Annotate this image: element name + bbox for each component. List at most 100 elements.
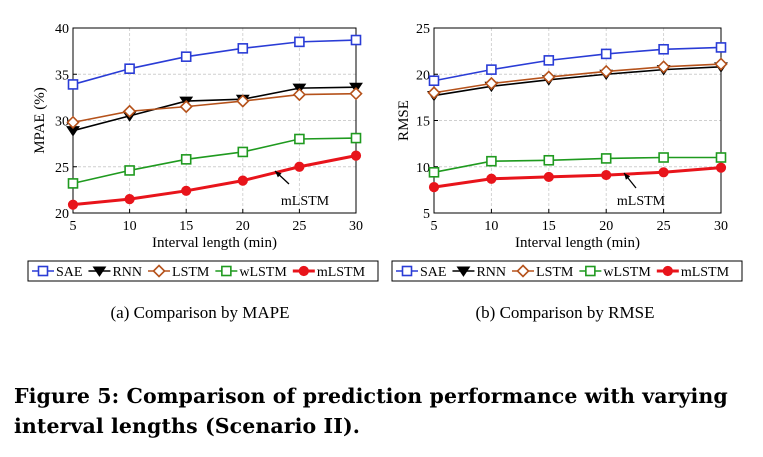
series-wlstm	[67, 132, 362, 189]
annotation-label: mLSTM	[617, 194, 666, 209]
annotation-label: mLSTM	[281, 194, 330, 209]
annotation-arrowhead	[275, 171, 282, 178]
data-point-sae	[180, 51, 192, 62]
series-line-rnn	[72, 86, 357, 132]
series-sae	[67, 34, 362, 90]
x-tick-label: 30	[349, 219, 363, 234]
y-tick-label: 25	[416, 22, 430, 37]
legend: SAE RNN LSTM wLSTM mLSTM	[27, 260, 379, 282]
data-point-mlstm	[124, 194, 135, 205]
legend-marker	[221, 265, 232, 277]
y-tick-label: 40	[55, 22, 69, 37]
x-tick-label: 5	[431, 219, 438, 234]
series-rnn	[66, 82, 363, 137]
legend-label: LSTM	[536, 265, 574, 280]
legend: SAE RNN LSTM wLSTM mLSTM	[391, 260, 743, 282]
data-point-sae	[67, 79, 79, 90]
legend-item-sae: SAE	[32, 265, 82, 280]
series-line-lstm	[72, 92, 357, 124]
series-line-mlstm	[433, 166, 722, 189]
legend-label: mLSTM	[317, 265, 366, 280]
x-axis-label: Interval length (min)	[152, 235, 277, 251]
chart-rmse: 5 10 15 20 25 30 5 10 15 20 25 Interval length (min…	[391, 22, 743, 322]
legend-label: wLSTM	[603, 265, 651, 280]
x-tick-label: 5	[70, 219, 77, 234]
legend-item-rnn: RNN	[452, 265, 506, 280]
series-rnn	[427, 62, 728, 102]
data-point-lstm	[484, 76, 499, 91]
legend-label: LSTM	[172, 265, 210, 280]
subfigure-caption: (a) Comparison by MAPE	[111, 303, 290, 322]
x-tick-label: 25	[292, 219, 306, 234]
x-tick-label: 15	[542, 219, 556, 234]
data-point-sae	[600, 48, 612, 60]
series-line-mlstm	[72, 154, 357, 207]
y-tick-label: 15	[416, 115, 430, 130]
data-point-lstm	[656, 60, 671, 74]
series-mlstm	[428, 162, 727, 193]
x-tick-label: 20	[236, 219, 250, 234]
data-point-mlstm	[543, 171, 554, 183]
legend-marker	[152, 264, 166, 278]
data-point-sae	[428, 75, 440, 87]
figure-caption: Figure 5: Comparison of prediction perfo…	[14, 384, 728, 438]
y-axis-label: RMSE	[396, 100, 412, 141]
data-point-mlstm	[428, 182, 440, 193]
x-tick-label: 15	[179, 219, 193, 234]
data-point-mlstm	[181, 185, 192, 196]
legend-item-rnn: RNN	[88, 265, 142, 280]
data-point-mlstm	[601, 169, 612, 181]
y-tick-label: 25	[55, 161, 69, 176]
data-point-lstm	[236, 94, 250, 108]
data-point-wlstm	[294, 133, 305, 145]
legend-label: RNN	[112, 265, 142, 280]
legend-item-wlstm: wLSTM	[579, 265, 651, 280]
chart-mape: 5 10 15 20 25 30 20 25 30 35 40 Interval length (mi…	[27, 22, 379, 322]
data-point-wlstm	[67, 178, 79, 189]
y-tick-label: 10	[416, 161, 430, 176]
x-tick-label: 25	[657, 219, 671, 234]
series-line-sae	[72, 39, 357, 86]
legend-item-sae: SAE	[396, 265, 446, 280]
data-point-wlstm	[428, 167, 440, 178]
y-tick-label: 20	[416, 68, 430, 83]
data-point-lstm	[179, 99, 193, 114]
data-point-wlstm	[715, 152, 727, 163]
x-tick-label: 10	[484, 219, 498, 234]
series-line-sae	[433, 46, 722, 82]
data-point-sae	[350, 34, 362, 46]
data-point-mlstm	[658, 167, 669, 178]
data-point-wlstm	[658, 152, 669, 163]
legend-box	[27, 260, 379, 282]
legend-marker	[37, 265, 49, 277]
legend-label: SAE	[56, 265, 82, 280]
legend-item-mlstm: mLSTM	[292, 265, 366, 280]
legend-marker	[585, 265, 596, 277]
legend-label: mLSTM	[681, 265, 730, 280]
legend-item-mlstm: mLSTM	[656, 265, 730, 280]
data-point-mlstm	[715, 162, 727, 173]
data-point-lstm	[599, 64, 613, 79]
x-axis-label: Interval length (min)	[515, 235, 640, 251]
y-tick-label: 30	[55, 115, 69, 130]
legend-label: wLSTM	[239, 265, 287, 280]
data-point-wlstm	[543, 154, 555, 166]
data-point-mlstm	[350, 150, 362, 161]
y-tick-label: 20	[55, 207, 69, 222]
data-point-sae	[658, 43, 669, 55]
series-line-rnn	[433, 66, 722, 97]
y-tick-label: 35	[55, 68, 69, 83]
series-line-lstm	[433, 63, 722, 94]
series-wlstm	[428, 152, 727, 178]
legend-marker	[516, 264, 530, 278]
series-line-wlstm	[72, 137, 357, 185]
x-tick-label: 30	[714, 219, 728, 234]
data-point-wlstm	[180, 154, 192, 165]
data-point-sae	[237, 43, 249, 54]
y-tick-label: 5	[423, 207, 430, 222]
data-point-sae	[124, 63, 135, 74]
y-axis-label: MPAE (%)	[32, 87, 48, 154]
data-point-lstm	[292, 87, 307, 102]
data-point-lstm	[714, 57, 728, 71]
plot-frame	[433, 27, 722, 214]
